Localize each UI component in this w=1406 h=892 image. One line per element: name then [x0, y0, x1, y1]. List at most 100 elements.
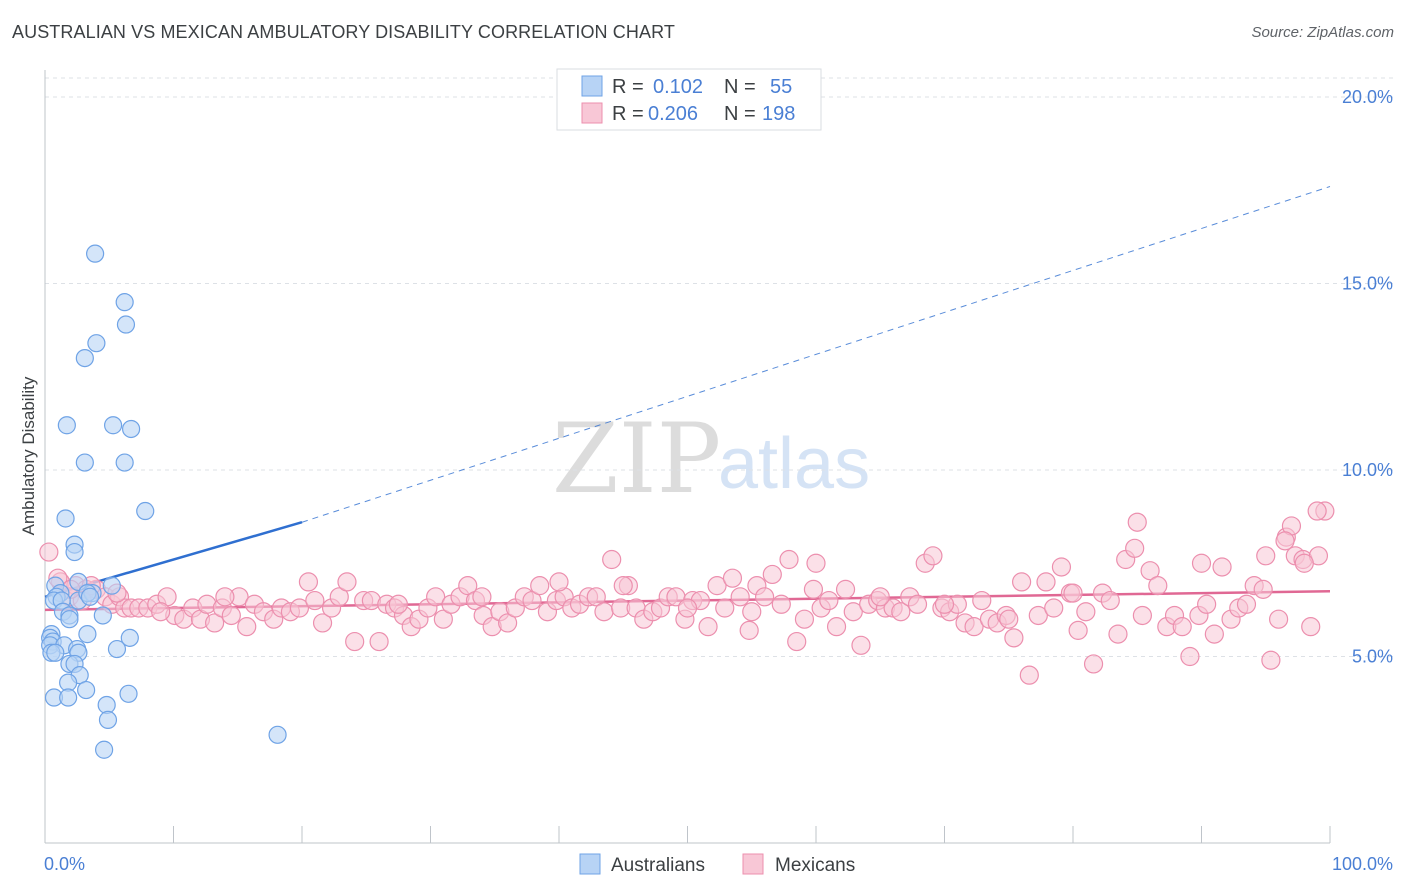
mexicans-point	[972, 590, 992, 611]
mexicans-point	[1051, 557, 1072, 577]
australians-point	[77, 680, 96, 700]
mexicans-point	[530, 576, 550, 596]
mexicans-point	[289, 598, 310, 618]
australians-point	[46, 643, 65, 662]
australians-point	[75, 349, 94, 368]
mexicans-point	[1307, 501, 1327, 521]
mexicans-point	[458, 576, 478, 596]
mexicans-point	[221, 605, 241, 626]
mexicans-point	[1236, 594, 1257, 614]
australians-point	[104, 416, 123, 435]
mexicans-point	[794, 609, 815, 629]
legend-n-australians: 55	[770, 76, 792, 98]
mexicans-point	[498, 613, 518, 633]
australians-point	[65, 542, 84, 562]
australians-point	[116, 315, 136, 334]
watermark: ZIP atlas	[552, 403, 870, 515]
mexicans-point	[1191, 553, 1212, 573]
mexicans-point	[870, 587, 890, 607]
australians-point	[87, 334, 106, 353]
mexicans-point	[819, 590, 839, 611]
mexicans-point	[1275, 531, 1295, 551]
mexicans-point	[806, 553, 826, 573]
mexicans-point	[826, 617, 847, 637]
mexicans-point	[1172, 617, 1192, 637]
mexicans-point	[739, 620, 759, 640]
mexicans-point	[237, 617, 257, 637]
australians-point	[60, 610, 79, 629]
legend-r-australians: 0.102	[653, 76, 703, 98]
mexicans-point	[715, 598, 735, 618]
axes	[44, 70, 1331, 844]
australians-point	[75, 453, 94, 472]
australians-point	[80, 587, 100, 606]
mexicans-point	[312, 613, 333, 633]
mexicans-point	[730, 587, 750, 607]
mexicans-point	[762, 564, 782, 585]
mexicans-point	[594, 602, 614, 622]
mexicans-point	[999, 609, 1019, 629]
mexicans-point	[613, 576, 633, 596]
legend-n-mexicans: 198	[762, 103, 795, 125]
mexicans-point	[1132, 605, 1152, 626]
mexicans-point	[698, 617, 718, 637]
mexicans-point	[677, 598, 698, 618]
bottom-legend-australians: Australians	[611, 855, 705, 876]
mexicans-point	[388, 594, 408, 614]
legend-r-label: R =	[612, 76, 644, 98]
australians-point	[121, 419, 141, 439]
australians-point	[115, 293, 134, 312]
australians-point	[115, 453, 134, 472]
grid-lines	[45, 77, 1395, 657]
y-axis-label: Ambulatory Disability	[19, 376, 38, 535]
mexicans-point	[426, 587, 446, 607]
mexicans-point	[964, 617, 984, 637]
mexicans-point	[1140, 561, 1160, 581]
legend-n-label: N =	[724, 76, 756, 98]
mexicans-point	[1004, 628, 1024, 648]
bottom-legend-swatch-australians	[579, 853, 601, 875]
mexicans-point	[923, 546, 943, 566]
y-tick-label-10: 10.0%	[1342, 460, 1393, 480]
australians-trend-extension	[301, 186, 1331, 523]
australians-point	[102, 576, 121, 595]
mexicans-point	[1108, 624, 1128, 644]
mexicans-point	[779, 549, 799, 570]
australians-point	[136, 501, 155, 521]
australians-point	[95, 740, 114, 759]
mexicans-point	[549, 572, 569, 592]
mexicans-point	[433, 609, 453, 629]
mexicans-point	[39, 542, 59, 562]
mexicans-point	[787, 631, 807, 652]
mexicans-point	[1301, 617, 1321, 637]
series-legend: Australians Mexicans	[579, 853, 855, 876]
australians-points	[41, 244, 287, 759]
australians-point	[107, 639, 127, 659]
watermark-zip: ZIP	[552, 403, 721, 515]
mexicans-point	[1100, 590, 1120, 611]
mexicans-point	[1125, 538, 1145, 558]
australians-point	[98, 710, 118, 730]
mexicans-points	[39, 501, 1335, 685]
mexicans-point	[1019, 665, 1039, 685]
mexicans-point	[1261, 650, 1281, 670]
mexicans-point	[722, 568, 743, 588]
mexicans-point	[1268, 609, 1289, 629]
tick-labels: 5.0% 10.0% 15.0% 20.0% 0.0% 100.0%	[44, 87, 1393, 874]
mexicans-point	[803, 579, 824, 599]
australians-point	[93, 606, 112, 625]
watermark-atlas: atlas	[718, 424, 870, 504]
mexicans-point	[1256, 546, 1276, 566]
mexicans-point	[1068, 620, 1088, 640]
mexicans-point	[1148, 576, 1168, 596]
mexicans-point	[369, 631, 389, 652]
mexicans-point	[1294, 553, 1314, 573]
source-credit: Source: ZipAtlas.com	[1251, 24, 1394, 41]
mexicans-point	[707, 576, 727, 596]
australians-point	[86, 244, 105, 263]
bottom-legend-mexicans: Mexicans	[775, 855, 855, 876]
mexicans-point	[1011, 572, 1032, 592]
australians-point	[78, 625, 97, 644]
mexicans-point	[742, 602, 762, 622]
mexicans-point	[934, 594, 955, 614]
